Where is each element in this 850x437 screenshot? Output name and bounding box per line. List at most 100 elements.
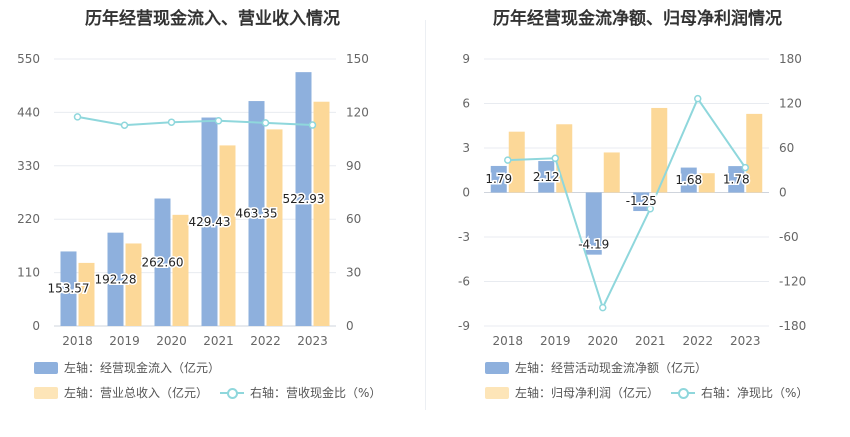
chart-panel-right: 历年经营现金流净额、归母净利润情况 -9 -6 -3 0 3 6 9 -180 -120 -60 0… — [425, 0, 850, 437]
panel-divider — [425, 20, 426, 410]
x-tick-label: 2020 — [156, 334, 187, 348]
y-tick-right: 60 — [346, 212, 361, 226]
line-point — [551, 154, 559, 163]
line-point — [167, 118, 176, 126]
y-tick-right: 180 — [779, 52, 802, 66]
data-label: 153.57 — [48, 282, 90, 296]
legend-swatch — [34, 361, 58, 374]
line-point — [73, 113, 82, 121]
bar — [313, 101, 330, 326]
y-tick-right: 90 — [346, 159, 361, 173]
legend-swatch — [485, 361, 509, 374]
series-line — [77, 115, 313, 127]
bar — [746, 113, 763, 193]
bar — [633, 192, 650, 212]
line-point — [214, 117, 223, 125]
bar — [603, 152, 620, 193]
legend-item[interactable]: 右轴：净现比（%） — [671, 384, 808, 401]
data-label: 1.78 — [723, 172, 750, 186]
bar — [107, 232, 124, 326]
data-label: 192.28 — [95, 272, 137, 286]
y-tick-left: 0 — [462, 186, 470, 200]
y-tick-right: -180 — [779, 319, 806, 333]
y-tick-right: -60 — [779, 230, 799, 244]
legend-item[interactable]: 左轴：经营现金流入（亿元） — [34, 359, 220, 376]
bar — [538, 161, 555, 193]
data-label: 1.79 — [485, 172, 512, 186]
y-tick-left: 3 — [462, 141, 470, 155]
legend-swatch — [220, 387, 244, 399]
bar — [728, 166, 745, 193]
line-point — [599, 303, 607, 312]
bar — [295, 72, 312, 326]
x-tick-label: 2022 — [682, 334, 713, 348]
y-tick-right: 0 — [346, 319, 354, 333]
y-tick-left: 0 — [32, 319, 40, 333]
legend-item[interactable]: 左轴：营业总收入（亿元） — [34, 384, 208, 401]
line-point — [646, 204, 654, 213]
bar — [219, 145, 236, 326]
bar — [78, 262, 95, 326]
line-point — [504, 156, 512, 164]
y-tick-left: 9 — [462, 52, 470, 66]
legend-item[interactable]: 右轴：营收现金比（%） — [220, 384, 381, 401]
legend-label: 左轴：经营活动现金流净额（亿元） — [515, 361, 708, 375]
y-tick-right: 60 — [779, 141, 794, 155]
line-point — [308, 121, 317, 129]
bar — [508, 131, 525, 193]
bar — [154, 198, 171, 326]
legend-label: 右轴：净现比（%） — [701, 386, 809, 400]
chart-title: 历年经营现金流净额、归母净利润情况 — [493, 9, 782, 29]
bar — [125, 243, 142, 326]
y-tick-left: -9 — [458, 319, 470, 333]
y-tick-right: -120 — [779, 275, 806, 289]
line-point — [741, 163, 749, 172]
line-point — [261, 119, 270, 127]
data-label: -1.25 — [626, 194, 657, 208]
line-point — [120, 121, 129, 129]
bar — [680, 167, 697, 193]
x-tick-label: 2019 — [109, 334, 140, 348]
data-label: -4.19 — [578, 238, 609, 252]
x-tick-label: 2022 — [250, 334, 281, 348]
y-tick-right: 150 — [346, 52, 369, 66]
legend-swatch — [34, 386, 58, 399]
bar — [698, 173, 715, 193]
legend-label: 右轴：营收现金比（%） — [250, 386, 382, 400]
bar — [60, 251, 77, 326]
chart-svg: 0 110 220 330 440 550 0 30 60 90 120 150 2018 2019 202… — [17, 52, 369, 348]
bar — [651, 107, 668, 193]
y-tick-right: 120 — [779, 97, 802, 111]
data-label: 2.12 — [533, 170, 560, 184]
bar — [172, 214, 189, 326]
x-tick-label: 2020 — [587, 334, 618, 348]
legend-item[interactable]: 左轴：经营活动现金流净额（亿元） — [485, 359, 707, 376]
data-label: 429.43 — [189, 215, 231, 229]
legend-label: 左轴：营业总收入（亿元） — [64, 386, 209, 400]
legend-swatch — [671, 387, 695, 399]
y-tick-left: 110 — [17, 266, 40, 280]
data-label: 1.68 — [675, 173, 702, 187]
y-tick-left: 6 — [462, 97, 470, 111]
legend-item[interactable]: 左轴：归母净利润（亿元） — [485, 384, 659, 401]
legend-label: 左轴：经营现金流入（亿元） — [64, 361, 221, 375]
x-tick-label: 2023 — [297, 334, 328, 348]
y-tick-right: 120 — [346, 105, 369, 119]
legend-label: 左轴：归母净利润（亿元） — [515, 386, 660, 400]
x-tick-label: 2021 — [635, 334, 666, 348]
data-label: 463.35 — [236, 207, 278, 221]
y-tick-right: 30 — [346, 266, 361, 280]
data-label: 262.60 — [142, 255, 184, 269]
y-tick-left: 330 — [17, 159, 40, 173]
bar — [585, 192, 602, 255]
x-tick-label: 2021 — [203, 334, 234, 348]
bar — [248, 101, 265, 326]
legend-swatch — [485, 386, 509, 399]
x-tick-label: 2018 — [492, 334, 523, 348]
data-label: 522.93 — [283, 192, 325, 206]
bar — [201, 117, 218, 327]
chart-title: 历年经营现金流入、营业收入情况 — [85, 9, 340, 29]
x-tick-label: 2023 — [730, 334, 761, 348]
y-tick-left: -6 — [458, 275, 470, 289]
y-tick-right: 0 — [779, 186, 787, 200]
